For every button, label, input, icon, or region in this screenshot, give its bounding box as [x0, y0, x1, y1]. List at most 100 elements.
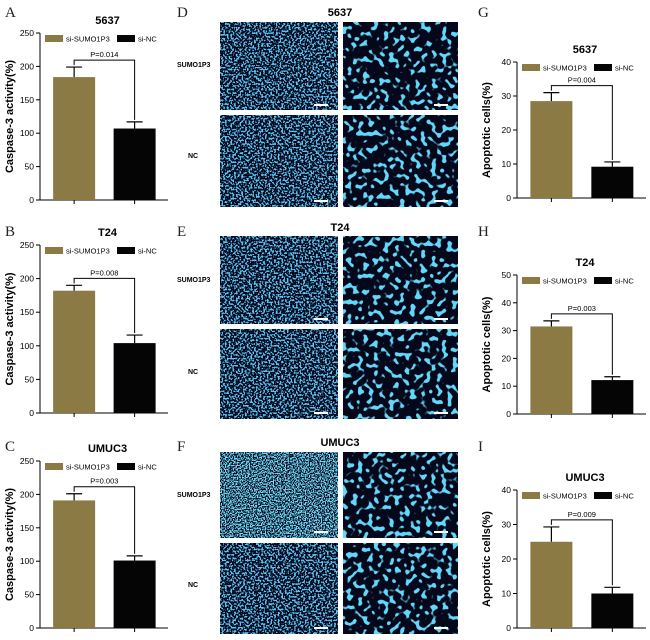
bar-si-sumo1p3 — [530, 326, 573, 414]
row-label-nc: NC — [188, 369, 198, 376]
panel-letter-e: E — [177, 224, 186, 240]
y-tick-label: 0 — [506, 409, 511, 419]
chart-panel-i: 0 10 20 30 40 Apoptotic cells(%) UMUC3 si-SUMO1… — [481, 472, 646, 633]
row-label-sumo1p3: SUMO1P3 — [177, 277, 211, 284]
bar-si-nc — [113, 560, 156, 628]
row-label-sumo1p3: SUMO1P3 — [177, 62, 211, 69]
legend-label-si-sumo1p3: si-SUMO1P3 — [543, 492, 587, 501]
y-tick-label: 250 — [20, 240, 34, 250]
bar-si-nc — [591, 593, 634, 628]
y-tick-label: 50 — [502, 270, 512, 280]
micro-image-5637-nc-high — [343, 115, 458, 207]
legend-label-si-nc: si-NC — [138, 247, 157, 256]
y-tick-label: 40 — [502, 57, 512, 67]
y-tick-label: 150 — [20, 307, 34, 317]
bar-si-nc — [591, 166, 634, 198]
y-axis-label: Caspase-3 activity(%) — [4, 272, 16, 385]
y-tick-label: 20 — [502, 554, 512, 564]
y-axis-label: Caspase-3 activity(%) — [4, 60, 16, 173]
p-value-label: P=0.004 — [568, 76, 596, 85]
bar-si-sumo1p3 — [53, 500, 96, 628]
micro-image-t24-nc-high — [343, 329, 458, 419]
legend-label-si-sumo1p3: si-SUMO1P3 — [66, 247, 110, 256]
panel-letter-b: B — [5, 224, 15, 240]
y-tick-label: 30 — [502, 91, 512, 101]
chart-title: 5637 — [573, 44, 597, 56]
bar-si-sumo1p3 — [53, 290, 96, 413]
y-tick-label: 30 — [502, 326, 512, 336]
significance-bracket — [550, 519, 613, 586]
chart-panel-b: 0 50 100 150 200 250 Caspase-3 activity(%) T24 s… — [4, 227, 168, 418]
legend-swatch-si-nc — [117, 463, 135, 470]
panel-letter-h: H — [478, 224, 489, 240]
p-value-label: P=0.003 — [568, 304, 596, 313]
y-tick-label: 40 — [502, 298, 512, 308]
y-tick-label: 150 — [20, 95, 34, 105]
y-tick-label: 0 — [29, 623, 34, 633]
microscopy-title-5637: 5637 — [328, 7, 352, 19]
micro-image-umuc3-nc-low — [220, 543, 338, 634]
legend-label-si-nc: si-NC — [615, 64, 634, 73]
y-tick-label: 150 — [20, 523, 34, 533]
row-label-nc: NC — [188, 582, 198, 589]
y-tick-label: 20 — [502, 353, 512, 363]
y-tick-label: 100 — [20, 556, 34, 566]
legend: si-SUMO1P3 si-NC — [522, 277, 634, 286]
legend-label-si-sumo1p3: si-SUMO1P3 — [543, 277, 587, 286]
microscopy-block-t24: T24 SUMO1P3 NC — [177, 222, 458, 419]
bar-si-nc — [113, 343, 156, 413]
legend-swatch-si-nc — [594, 277, 612, 284]
y-axis-label: Caspase-3 activity(%) — [4, 488, 16, 601]
legend-swatch-si-nc — [117, 247, 135, 254]
legend-swatch-si-sumo1p3 — [522, 492, 540, 499]
y-tick-label: 30 — [502, 520, 512, 530]
chart-title: UMUC3 — [88, 443, 127, 455]
p-value-label: P=0.014 — [90, 50, 118, 59]
legend-swatch-si-nc — [594, 492, 612, 499]
chart-panel-c: 0 50 100 150 200 250 Caspase-3 activity(%) UMUC… — [4, 443, 168, 633]
y-tick-label: 40 — [502, 485, 512, 495]
y-tick-label: 10 — [502, 159, 512, 169]
legend-swatch-si-sumo1p3 — [45, 463, 63, 470]
y-axis-label: Apoptotic cells(%) — [481, 511, 493, 607]
legend-label-si-nc: si-NC — [138, 35, 157, 44]
legend-label-si-nc: si-NC — [615, 277, 634, 286]
micro-image-umuc3-nc-high — [343, 543, 458, 634]
bar-si-sumo1p3 — [530, 101, 573, 198]
y-tick-label: 200 — [20, 61, 34, 71]
legend-swatch-si-nc — [117, 35, 135, 42]
p-value-label: P=0.008 — [90, 268, 118, 277]
micro-image-t24-sumo-high — [343, 236, 458, 324]
significance-bracket — [73, 59, 136, 120]
legend-label-si-sumo1p3: si-SUMO1P3 — [543, 64, 587, 73]
chart-title: 5637 — [95, 15, 119, 27]
chart-panel-h: 0 10 20 30 40 50 Apoptotic cells(%) T24 si-SUMO1… — [481, 257, 646, 419]
significance-bracket — [550, 313, 613, 375]
y-tick-label: 100 — [20, 341, 34, 351]
y-tick-label: 10 — [502, 589, 512, 599]
y-axis-label: Apoptotic cells(%) — [481, 82, 493, 178]
micro-image-5637-sumo-high — [343, 22, 458, 110]
chart-title: T24 — [576, 257, 596, 269]
legend-swatch-si-nc — [594, 64, 612, 71]
significance-bracket — [73, 486, 136, 554]
legend-label-si-sumo1p3: si-SUMO1P3 — [66, 35, 110, 44]
y-tick-label: 10 — [502, 381, 512, 391]
micro-image-umuc3-sumo-high — [343, 452, 458, 538]
p-value-label: P=0.003 — [90, 477, 118, 486]
chart-panel-a: 0 50 100 150 200 250 Caspase-3 activity(%) 5637… — [4, 15, 168, 205]
bar-si-sumo1p3 — [53, 77, 96, 200]
legend-swatch-si-sumo1p3 — [522, 64, 540, 71]
bar-si-nc — [113, 128, 156, 200]
micro-image-umuc3-sumo-low — [220, 452, 338, 538]
panel-letter-c: C — [5, 439, 15, 455]
micro-image-t24-nc-low — [220, 329, 338, 419]
y-tick-label: 0 — [29, 195, 34, 205]
bar-si-nc — [591, 380, 634, 414]
chart-title: UMUC3 — [565, 472, 604, 484]
micro-image-t24-sumo-low — [220, 236, 338, 324]
legend-label-si-sumo1p3: si-SUMO1P3 — [66, 463, 110, 472]
y-tick-label: 20 — [502, 125, 512, 135]
y-tick-label: 50 — [25, 374, 35, 384]
